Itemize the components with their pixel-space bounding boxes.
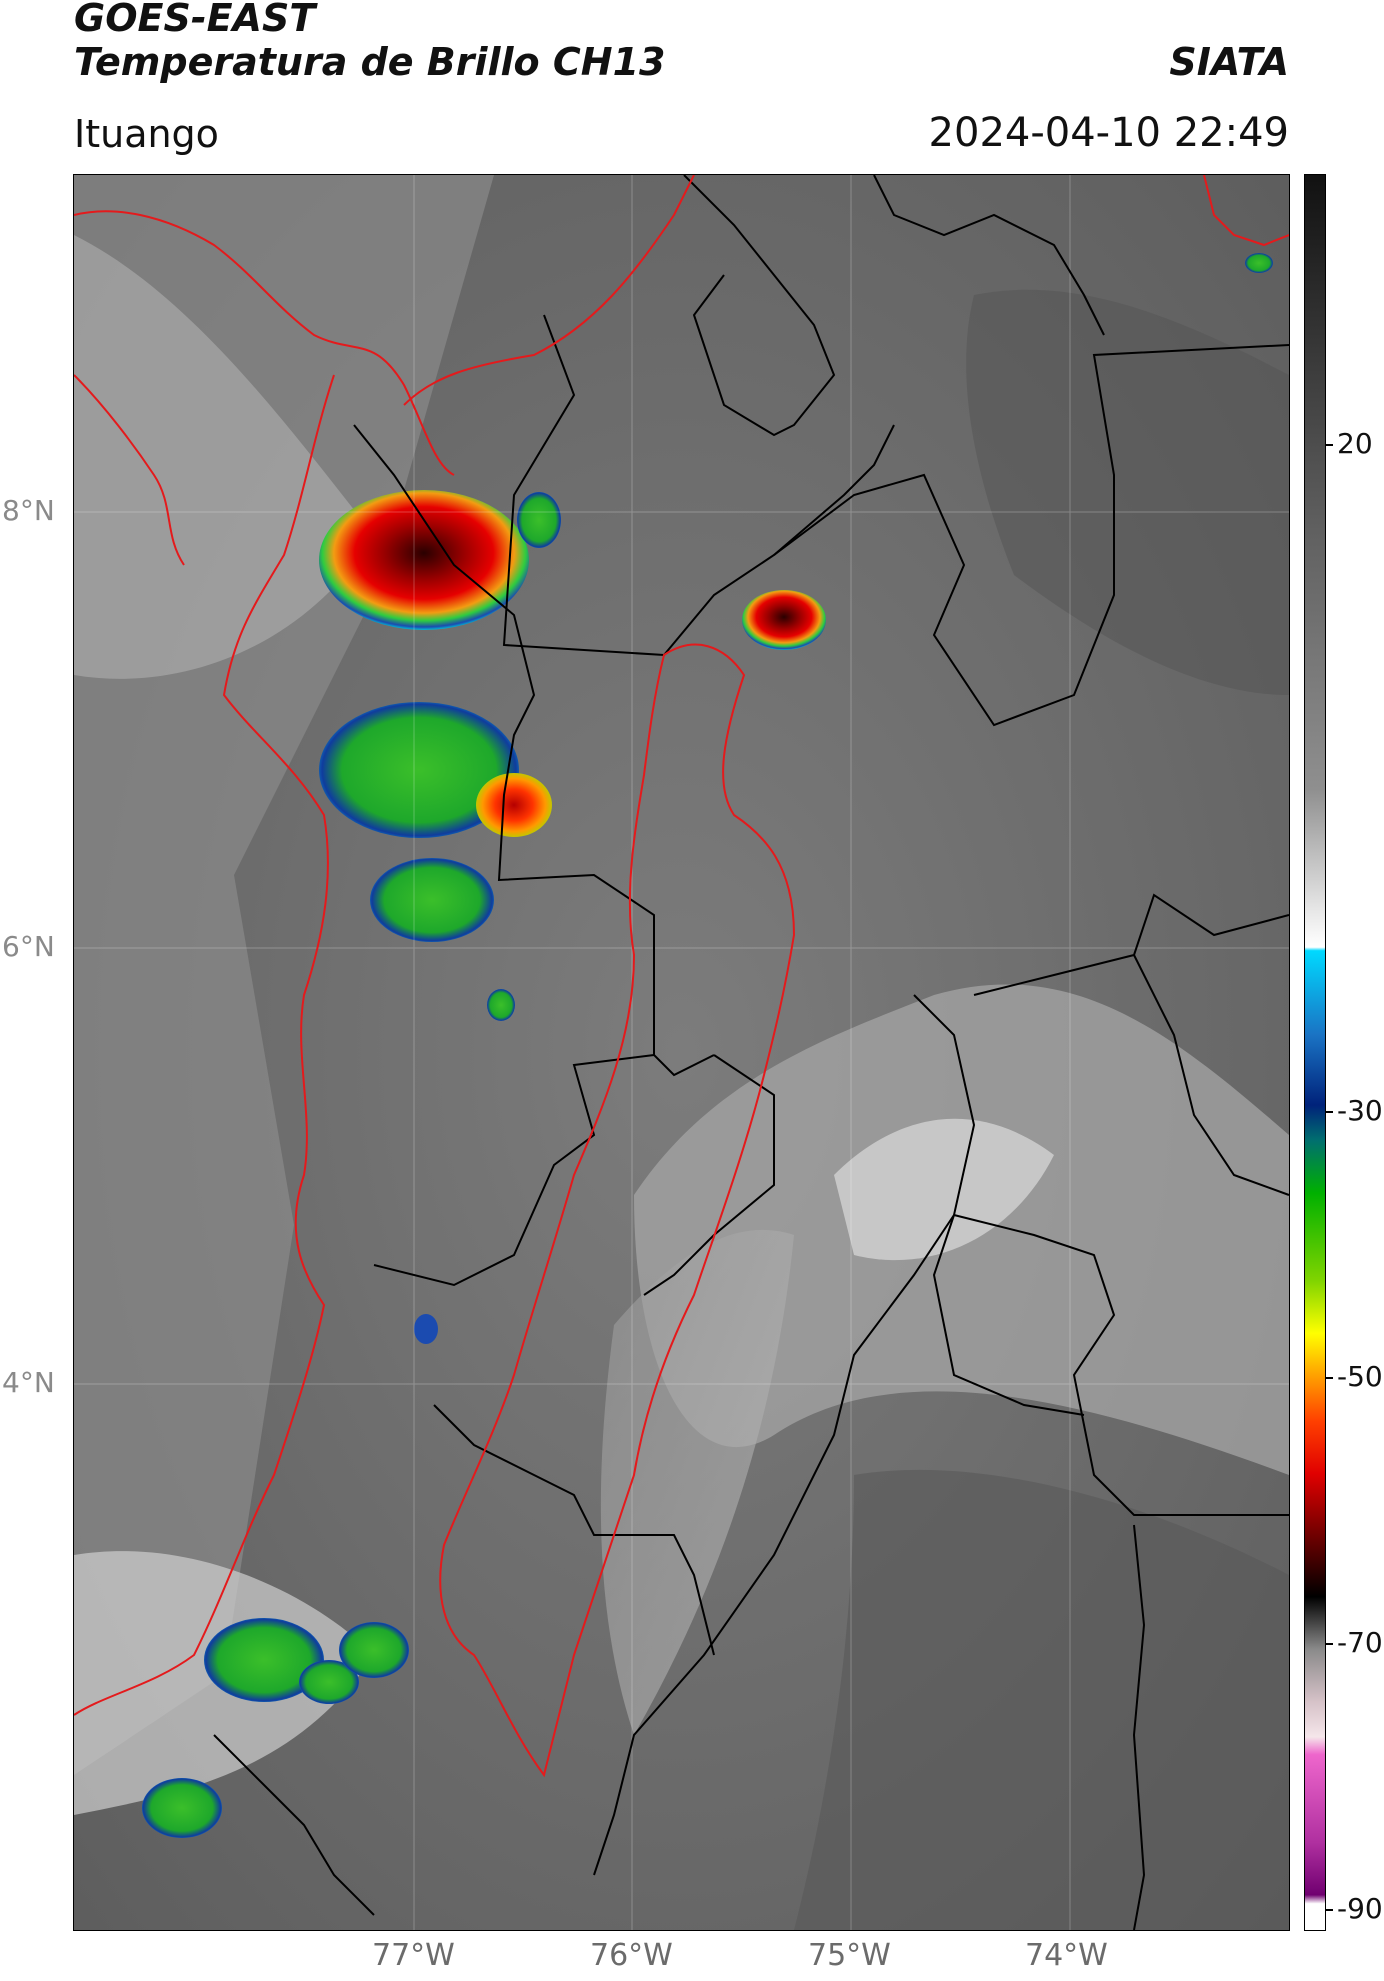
coastline: [74, 175, 1289, 1716]
convective-cell-tiny-1: [487, 989, 515, 1021]
satellite-title: GOES-EAST: [74, 0, 316, 40]
convective-cell-choco: [319, 702, 519, 838]
convective-cell-uraba: [319, 490, 529, 630]
convective-cell-south: [142, 1778, 222, 1838]
lat-label-6n: 6°N: [2, 930, 55, 963]
lat-label-8n: 8°N: [2, 494, 55, 527]
colorbar-tick-mark: [1325, 1111, 1333, 1113]
convective-cell-tiny-2: [414, 1314, 438, 1344]
colorbar-tick-mark: [1325, 1377, 1333, 1379]
colorbar-tick-mark: [1325, 1909, 1333, 1911]
bright-cloud-patch: [834, 1118, 1054, 1261]
convective-cell-small-1: [517, 492, 561, 548]
lon-label-77w: 77°W: [372, 1938, 455, 1973]
convective-cell-sw-3: [339, 1622, 409, 1678]
convective-cell-mid: [370, 858, 494, 942]
cloud-band-north: [74, 235, 374, 679]
ridge-cloud: [600, 1229, 794, 1735]
department-boundaries: [213, 175, 1289, 1930]
convective-cell-sw-2: [299, 1660, 359, 1704]
satellite-map: [73, 174, 1290, 1931]
dark-llanos: [794, 1469, 1289, 1930]
colorbar-tick-mark: [1325, 1643, 1333, 1645]
colorbar-label-20: 20: [1337, 427, 1373, 460]
convective-cell-sw: [204, 1618, 324, 1702]
lon-label-75w: 75°W: [808, 1938, 891, 1973]
colorbar-label-neg50: -50: [1337, 1360, 1383, 1393]
region-label: Ituango: [74, 112, 219, 156]
lon-label-76w: 76°W: [590, 1938, 673, 1973]
convective-cell-ne: [1245, 253, 1273, 273]
convective-cell-orange: [476, 773, 552, 837]
colorbar-label-neg90: -90: [1337, 1892, 1383, 1925]
gridlines: [74, 175, 1289, 1930]
lat-label-4n: 4°N: [2, 1366, 55, 1399]
colorbar-label-neg70: -70: [1337, 1626, 1383, 1659]
watershed-outline: [439, 643, 796, 1778]
convective-cell-east: [742, 590, 826, 650]
colorbar: [1304, 174, 1326, 1931]
timestamp-label: 2024-04-10 22:49: [928, 110, 1289, 156]
colorbar-label-neg30: -30: [1337, 1094, 1383, 1127]
lon-label-74w: 74°W: [1025, 1938, 1108, 1973]
colorbar-tick-mark: [1325, 444, 1333, 446]
organization-label: SIATA: [1169, 40, 1289, 84]
product-title: Temperatura de Brillo CH13: [74, 40, 666, 84]
dark-caribbean: [966, 289, 1289, 695]
